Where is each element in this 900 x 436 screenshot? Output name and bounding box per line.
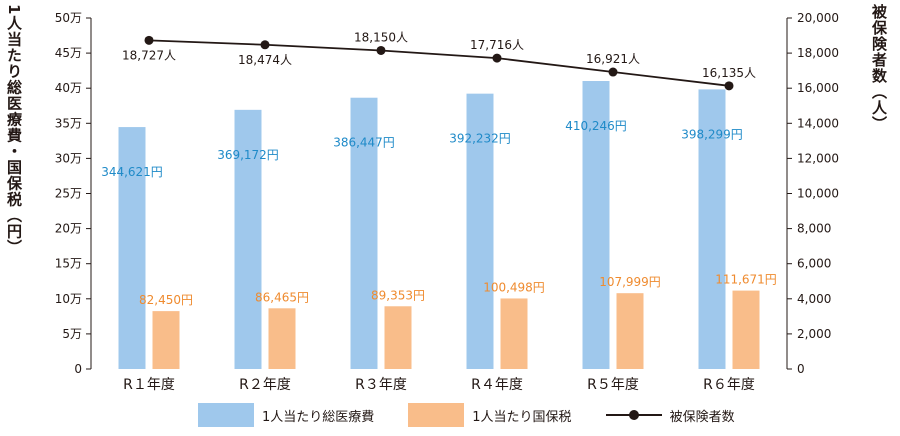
y-tick-label-left: 35万: [55, 116, 82, 130]
bar-medical-cost: [350, 97, 378, 369]
x-tick-label: R１年度: [123, 377, 175, 393]
legend-line-insured: [605, 403, 662, 427]
data-label-insured: 18,727人: [122, 48, 176, 62]
data-label-insured: 18,474人: [238, 53, 292, 67]
x-tick-label: R５年度: [587, 377, 639, 393]
y-tick-label-right: 8,000: [797, 222, 831, 236]
data-label-tax: 89,353円: [371, 288, 425, 302]
y-tick-label-right: 6,000: [797, 257, 831, 271]
y-tick-label-left: 0: [74, 362, 82, 376]
y-axis-left-label: 1人当たり総医療費・国保税（円）: [5, 4, 23, 256]
data-label-tax: 82,450円: [139, 293, 193, 307]
x-tick-label: R６年度: [703, 377, 755, 393]
y-tick-label-right: 12,000: [797, 151, 839, 165]
y-tick-label-right: 4,000: [797, 292, 831, 306]
point-insured: [608, 67, 618, 77]
bar-tax: [616, 293, 644, 369]
point-insured: [260, 40, 270, 50]
y-tick-label-right: 14,000: [797, 116, 839, 130]
data-label-tax: 86,465円: [255, 290, 309, 304]
y-tick-label-right: 10,000: [797, 187, 839, 201]
legend-label-tax: 1人当たり国保税: [472, 409, 572, 425]
legend-swatch-tax: [408, 403, 465, 427]
y-tick-label-left: 40万: [55, 81, 82, 95]
data-label-tax: 100,498円: [483, 280, 545, 294]
legend-item-medical-cost: 1人当たり総医療費: [198, 403, 374, 427]
data-label-medical-cost: 410,246円: [565, 119, 627, 133]
x-tick-label: R３年度: [355, 377, 407, 393]
y-tick-label-left: 50万: [55, 11, 82, 25]
bar-tax: [732, 290, 760, 369]
x-tick-label: R４年度: [471, 377, 523, 393]
y-tick-label-right: 2,000: [797, 327, 831, 341]
bar-medical-cost: [234, 109, 262, 370]
point-insured: [724, 81, 734, 91]
data-label-insured: 18,150人: [354, 30, 408, 44]
data-label-tax: 111,671円: [715, 273, 777, 287]
y-axis-right-label: 被保険者数（人）: [870, 4, 888, 132]
bar-tax: [268, 308, 296, 369]
data-label-medical-cost: 369,172円: [217, 148, 279, 162]
bar-tax: [152, 311, 180, 369]
data-label-insured: 16,135人: [702, 66, 756, 80]
y-tick-label-right: 20,000: [797, 11, 839, 25]
bar-tax: [384, 306, 412, 369]
legend-item-tax: 1人当たり国保税: [408, 403, 572, 427]
bar-medical-cost: [118, 127, 146, 370]
data-label-insured: 16,921人: [586, 52, 640, 66]
data-label-medical-cost: 392,232円: [449, 132, 511, 146]
data-label-medical-cost: 386,447円: [333, 136, 395, 150]
data-label-medical-cost: 344,621円: [101, 165, 163, 179]
data-label-insured: 17,716人: [470, 38, 524, 52]
line-insured: [148, 39, 730, 87]
bar-medical-cost: [698, 89, 726, 369]
y-tick-label-right: 0: [797, 362, 805, 376]
data-label-tax: 107,999円: [599, 275, 661, 289]
point-insured: [376, 45, 386, 55]
legend: 1人当たり総医療費 1人当たり国保税 被保険者数: [198, 400, 769, 430]
bar-medical-cost: [466, 93, 494, 369]
legend-label-insured: 被保険者数: [669, 409, 735, 425]
y-tick-label-left: 15万: [55, 257, 82, 271]
y-tick-label-left: 5万: [62, 327, 82, 341]
y-tick-label-left: 30万: [55, 151, 82, 165]
legend-swatch-medical-cost: [198, 403, 254, 427]
y-tick-label-right: 18,000: [797, 46, 839, 60]
legend-item-insured: 被保険者数: [605, 403, 735, 427]
point-insured: [492, 53, 502, 63]
bar-tax: [500, 298, 528, 369]
y-tick-label-left: 10万: [55, 292, 82, 306]
y-tick-label-left: 45万: [55, 46, 82, 60]
y-tick-label-left: 25万: [55, 187, 82, 201]
point-insured: [144, 35, 154, 45]
data-label-medical-cost: 398,299円: [681, 127, 743, 141]
bar-medical-cost: [582, 81, 610, 369]
legend-label-medical-cost: 1人当たり総医療費: [262, 409, 375, 425]
y-tick-label-left: 20万: [55, 222, 82, 236]
x-tick-label: R２年度: [239, 377, 291, 393]
y-tick-label-right: 16,000: [797, 81, 839, 95]
